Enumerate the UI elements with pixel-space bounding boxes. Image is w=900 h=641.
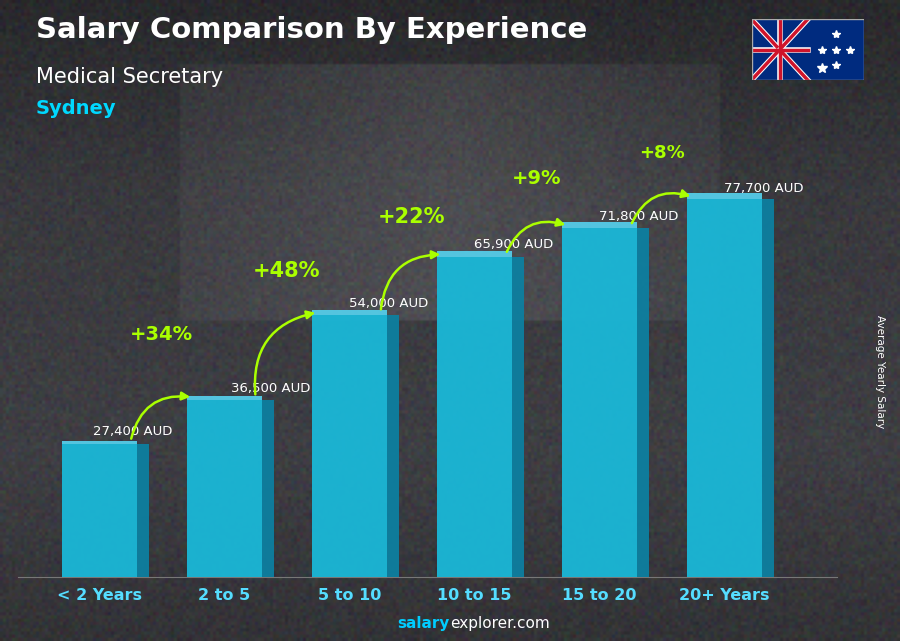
Text: Sydney: Sydney (36, 99, 117, 119)
Polygon shape (687, 199, 762, 577)
Text: Salary Comparison By Experience: Salary Comparison By Experience (36, 16, 587, 44)
Polygon shape (687, 193, 775, 199)
Text: +48%: +48% (253, 260, 320, 281)
Text: 27,400 AUD: 27,400 AUD (93, 426, 173, 438)
Polygon shape (311, 315, 387, 577)
Polygon shape (262, 399, 274, 577)
Text: 36,500 AUD: 36,500 AUD (230, 382, 310, 395)
Polygon shape (512, 257, 525, 577)
Polygon shape (311, 310, 400, 315)
Polygon shape (387, 315, 400, 577)
Text: 71,800 AUD: 71,800 AUD (599, 210, 679, 223)
Polygon shape (62, 442, 149, 444)
Polygon shape (562, 222, 650, 228)
Polygon shape (62, 444, 137, 577)
Text: 54,000 AUD: 54,000 AUD (349, 297, 428, 310)
Text: salary: salary (398, 617, 450, 631)
Polygon shape (187, 399, 262, 577)
Text: +9%: +9% (512, 169, 562, 188)
Text: explorer.com: explorer.com (450, 617, 550, 631)
Text: Average Yearly Salary: Average Yearly Salary (875, 315, 886, 428)
Text: +34%: +34% (130, 325, 194, 344)
Polygon shape (762, 199, 775, 577)
Text: 65,900 AUD: 65,900 AUD (474, 238, 554, 251)
Polygon shape (187, 396, 274, 399)
Text: +22%: +22% (378, 207, 446, 227)
Text: 77,700 AUD: 77,700 AUD (724, 181, 804, 195)
Polygon shape (137, 444, 149, 577)
Polygon shape (436, 257, 512, 577)
Polygon shape (562, 228, 637, 577)
Polygon shape (436, 251, 525, 257)
Text: +8%: +8% (639, 144, 685, 162)
Text: Medical Secretary: Medical Secretary (36, 67, 223, 87)
Polygon shape (637, 228, 650, 577)
